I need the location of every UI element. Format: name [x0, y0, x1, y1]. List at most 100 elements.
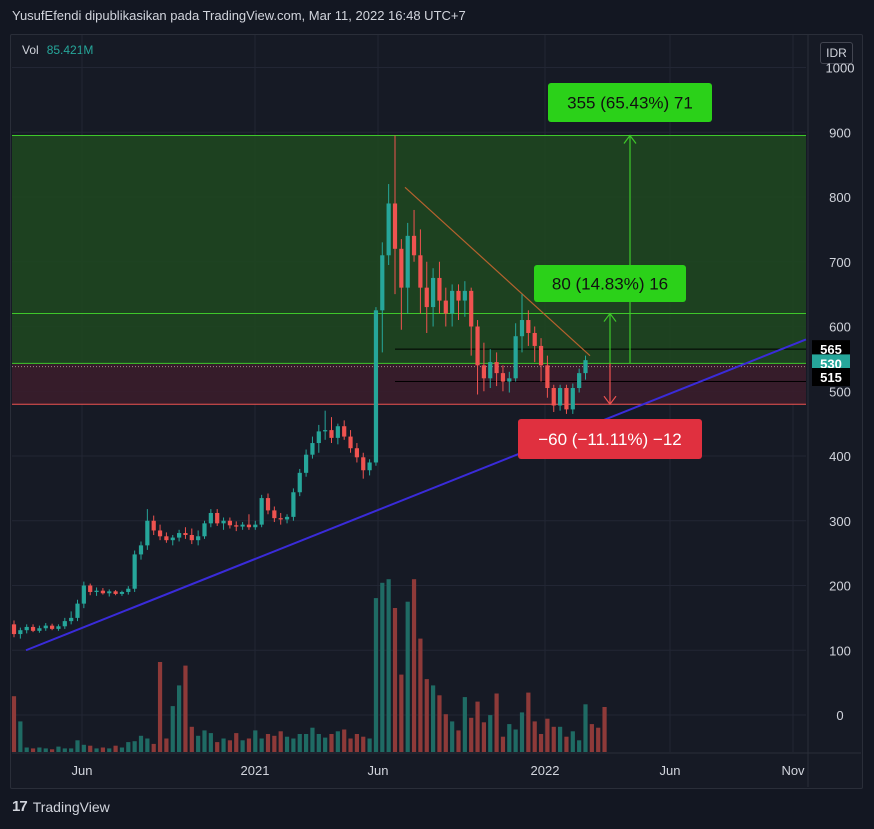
candle-body: [513, 336, 518, 379]
volume-bar: [462, 697, 467, 752]
candle-body: [437, 277, 442, 301]
publication-header: YusufEfendi dipublikasikan pada TradingV…: [12, 8, 466, 23]
x-tick-label: Nov: [781, 763, 805, 778]
price-badge-label: 565: [820, 342, 842, 357]
volume-bar: [386, 579, 391, 752]
candle-body: [278, 518, 283, 520]
candle-body: [538, 345, 544, 366]
candle-body: [138, 545, 144, 555]
candle-body: [424, 287, 429, 308]
candle-body: [411, 235, 417, 256]
volume-bar: [424, 679, 429, 752]
candle-body: [240, 524, 245, 527]
candle-body: [564, 388, 569, 410]
price-badge: [812, 340, 850, 359]
candle-body: [62, 621, 67, 627]
volume-bar: [538, 734, 544, 752]
candle-body: [43, 625, 48, 629]
tradingview-logo-icon: 17: [12, 798, 28, 815]
candle-body: [335, 426, 340, 438]
candle-body: [246, 524, 252, 528]
volume-bar: [596, 727, 601, 752]
resistance-trendline: [404, 186, 591, 357]
candle-body: [488, 362, 493, 379]
candle-body: [392, 203, 398, 249]
volume-bar: [246, 738, 252, 752]
candle-body: [323, 430, 328, 432]
x-tick-label: Jun: [72, 763, 93, 778]
candle-body: [157, 530, 163, 537]
volume-bar: [494, 693, 499, 752]
volume-bar: [69, 748, 74, 752]
volume-bar: [30, 748, 36, 752]
volume-bar: [488, 715, 493, 752]
volume-bar: [24, 747, 29, 752]
candle-body: [202, 523, 207, 537]
volume-bar: [284, 736, 290, 752]
volume-bar: [278, 731, 283, 752]
volume-bar: [526, 692, 531, 752]
volume-bar: [348, 738, 353, 752]
candle-body: [11, 624, 17, 635]
candle-body: [456, 290, 461, 301]
volume-bar: [145, 738, 150, 752]
candle-body: [494, 362, 499, 374]
price-badge-label: 530: [820, 356, 842, 371]
y-tick-label: 100: [829, 643, 851, 658]
candle-body: [532, 332, 537, 346]
candle-body: [227, 520, 232, 526]
candle-body: [151, 520, 156, 531]
candle-body: [56, 626, 61, 629]
loss-zone: [12, 363, 806, 405]
volume-bar: [56, 746, 61, 752]
volume-bar: [107, 748, 112, 752]
annotation-box: [548, 83, 712, 122]
annotation-label: −60 (−11.11%) −12: [538, 430, 682, 449]
volume-bar: [329, 734, 334, 752]
volume-bar: [545, 718, 550, 752]
candle-body: [88, 585, 93, 592]
volume-bar: [94, 748, 99, 752]
candle-body: [18, 630, 23, 635]
x-tick-label: 2022: [531, 763, 560, 778]
annotation-box: [518, 419, 702, 459]
volume-bar: [215, 742, 220, 752]
volume-bar: [272, 735, 277, 752]
volume-bar: [431, 685, 436, 752]
footer-brand: 17 TradingView: [12, 798, 110, 815]
volume-bar: [170, 706, 175, 752]
volume-bar: [113, 745, 118, 752]
target-1-arrowhead: [603, 312, 617, 322]
candle-body: [119, 591, 125, 594]
candle-body: [177, 533, 182, 538]
candle-body: [69, 617, 74, 622]
volume-bar: [367, 738, 372, 752]
x-tick-label: 2021: [241, 763, 270, 778]
price-badge: [812, 354, 850, 373]
stop-arrowhead: [603, 395, 617, 406]
volume-bar: [43, 748, 48, 752]
volume-bar: [570, 731, 575, 752]
candle-body: [208, 512, 213, 524]
volume-bar: [75, 740, 80, 752]
candle-body: [519, 320, 525, 337]
currency-button[interactable]: IDR: [820, 42, 853, 64]
candle-body: [475, 326, 480, 366]
volume-bar: [126, 742, 131, 752]
candle-body: [316, 431, 321, 444]
volume-bar: [259, 738, 264, 752]
volume-bar: [456, 730, 461, 752]
volume-bar: [437, 695, 442, 752]
volume-bar: [335, 731, 340, 752]
candle-body: [507, 378, 512, 382]
candle-body: [30, 626, 36, 631]
candle-body: [291, 492, 296, 517]
volume-bar: [564, 736, 569, 752]
volume-bar: [297, 734, 302, 752]
candle-body: [107, 591, 112, 594]
candle-body: [500, 373, 506, 382]
volume-bar: [208, 733, 213, 752]
volume-bar: [380, 582, 385, 752]
candle-body: [526, 320, 531, 333]
